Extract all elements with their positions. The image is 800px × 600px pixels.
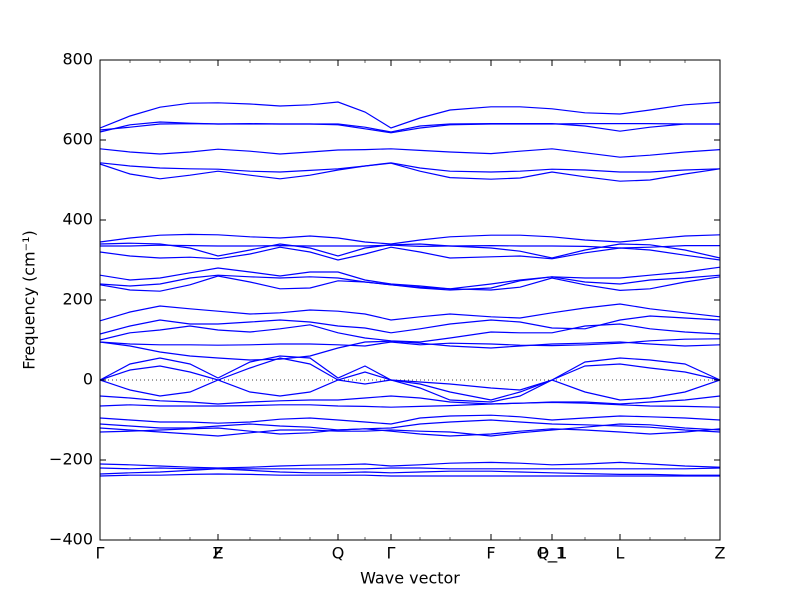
y-tick-label: 0 — [83, 370, 93, 389]
y-tick-label: −400 — [49, 530, 93, 549]
band-line — [99, 303, 721, 322]
band-line — [99, 340, 721, 361]
x-tick-label: Q — [332, 544, 345, 563]
band-line — [99, 162, 721, 182]
x-tick-label: Z — [715, 544, 726, 563]
band-line — [99, 233, 721, 245]
band-line — [99, 148, 721, 158]
y-tick-label: 400 — [62, 210, 93, 229]
x-tick-label: P_1 — [538, 544, 566, 564]
band-line — [100, 244, 720, 249]
band-line — [99, 467, 721, 470]
band-line — [99, 122, 720, 134]
band-line — [99, 401, 721, 408]
band-line — [99, 275, 721, 292]
y-tick-label: 600 — [62, 130, 93, 149]
y-axis-label: Frequency (cm⁻¹) — [20, 230, 39, 369]
band-line — [99, 473, 720, 477]
x-axis-label: Wave vector — [360, 569, 460, 588]
y-tick-label: 200 — [62, 290, 93, 309]
band-line — [99, 266, 721, 290]
band-line — [99, 461, 721, 469]
x-tick-label: Γ — [387, 544, 396, 563]
x-tick-label: F — [486, 544, 495, 563]
band-line — [99, 427, 721, 437]
band-line — [99, 379, 721, 401]
band-line — [99, 468, 720, 476]
band-line — [99, 101, 721, 129]
plot-frame — [99, 59, 721, 541]
y-tick-label: 800 — [62, 50, 93, 69]
x-tick-label: Q_1 — [537, 544, 568, 564]
x-tick-label: Z — [213, 544, 224, 563]
band-line — [99, 423, 721, 437]
x-tick-label: F — [213, 544, 222, 563]
x-tick-label: L — [616, 544, 625, 563]
band-line — [99, 338, 721, 347]
y-tick-label: −200 — [49, 450, 93, 469]
band-line — [99, 395, 721, 405]
x-tick-label: Γ — [96, 544, 105, 563]
band-line — [99, 246, 721, 261]
band-line — [99, 414, 721, 425]
band-line — [99, 315, 721, 335]
